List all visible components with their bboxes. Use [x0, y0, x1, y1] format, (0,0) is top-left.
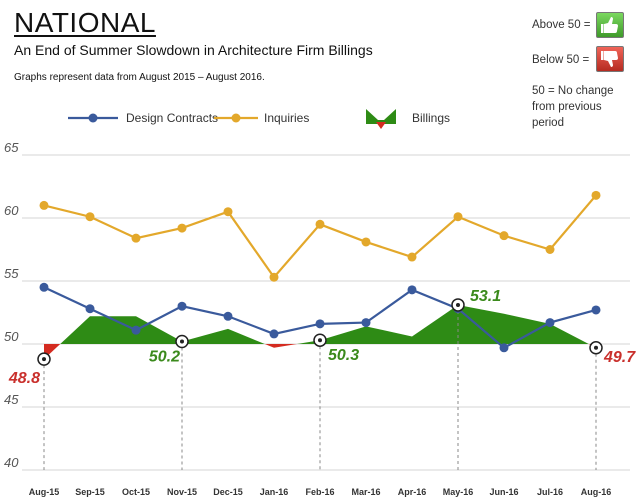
- x-tick-label: Aug-16: [581, 487, 612, 497]
- series-legend: Design Contracts Inquiries Billings: [68, 109, 450, 129]
- inquiries-point: [177, 223, 187, 233]
- legend-inquiries-label: Inquiries: [264, 111, 309, 125]
- design-contracts-point: [177, 301, 187, 311]
- design-contracts-point: [223, 311, 233, 321]
- grid-lines: [22, 154, 630, 471]
- inquiries-point: [407, 252, 417, 262]
- data-range-note: Graphs represent data from August 2015 –…: [14, 72, 265, 83]
- x-tick-label: Apr-16: [398, 487, 427, 497]
- inquiries-point: [223, 207, 233, 217]
- y-tick-label: 55: [4, 266, 19, 281]
- x-tick-label: Oct-15: [122, 487, 150, 497]
- inquiries-line: [43, 194, 597, 280]
- y-tick-label: 50: [4, 329, 19, 344]
- legend-billings-area-above: [366, 109, 396, 124]
- thumbs-up-icon: [596, 12, 624, 38]
- x-tick-label: Dec-15: [213, 487, 243, 497]
- inquiries-point: [85, 212, 95, 222]
- legend-billings-label: Billings: [412, 111, 450, 125]
- billings-marker-dot: [42, 357, 46, 362]
- annotations: 48.8 50.2 50.3 53.1 49.7: [8, 288, 636, 387]
- design-contracts-point: [269, 329, 279, 339]
- legend-inquiries-marker: [231, 113, 241, 123]
- design-contracts-point: [545, 318, 555, 328]
- y-tick-label: 45: [4, 392, 19, 407]
- inquiries-point: [315, 219, 325, 229]
- x-tick-label: Jan-16: [260, 487, 289, 497]
- legend-design-contracts-marker: [88, 113, 98, 123]
- inquiries-point: [545, 245, 555, 254]
- page-subtitle: An End of Summer Slowdown in Architectur…: [14, 42, 373, 58]
- y-tick-label: 65: [4, 140, 19, 155]
- thumbs-down-icon: [596, 46, 624, 72]
- design-contracts-point: [39, 282, 49, 292]
- billings-area-above: [60, 316, 265, 344]
- design-contracts-point: [499, 343, 509, 353]
- design-contracts-point: [85, 304, 95, 314]
- no-change-key: 50 = No change from previous period: [532, 85, 614, 129]
- inquiries-point: [361, 237, 371, 247]
- billings-area-above: [297, 304, 589, 344]
- legend-billings-area-below: [376, 122, 386, 129]
- inquiries-point: [39, 200, 49, 210]
- billings-marker-dot: [594, 345, 598, 350]
- above-50-key: Above 50 =: [532, 19, 591, 31]
- below-50-key: Below 50 =: [532, 54, 590, 66]
- billings-marker-dot: [318, 338, 322, 343]
- design-contracts-point: [591, 305, 601, 315]
- x-tick-label: Jun-16: [489, 487, 518, 497]
- billings-value-label: 50.2: [149, 348, 180, 365]
- legend-design-contracts-label: Design Contracts: [126, 111, 218, 125]
- x-tick-label: Sep-15: [75, 487, 105, 497]
- inquiries-point: [453, 212, 463, 222]
- design-contracts-point: [361, 318, 371, 328]
- x-tick-label: Jul-16: [537, 487, 563, 497]
- billings-value-label: 48.8: [8, 370, 40, 387]
- billings-marker-dot: [180, 339, 184, 344]
- x-tick-label: May-16: [443, 487, 474, 497]
- page-title: NATIONAL: [14, 7, 156, 38]
- annotation-drop-lines: [43, 304, 597, 470]
- billings-area: [44, 304, 596, 360]
- design-contracts-point: [131, 325, 141, 335]
- design-contracts-point: [315, 319, 325, 329]
- billings-value-label: 49.7: [603, 349, 636, 366]
- x-tick-label: Nov-15: [167, 487, 197, 497]
- inquiries-point: [591, 190, 601, 200]
- inquiries-point: [269, 272, 279, 282]
- billings-value-label: 53.1: [470, 288, 501, 305]
- x-axis-ticks: Aug-15 Sep-15 Oct-15 Nov-15 Dec-15 Jan-16 Feb-…: [29, 487, 612, 497]
- y-tick-label: 40: [4, 455, 19, 470]
- billings-area-below: [264, 344, 297, 348]
- series-points: [39, 190, 601, 353]
- y-tick-label: 60: [4, 203, 19, 218]
- inquiries-point: [131, 233, 141, 243]
- x-tick-label: Aug-15: [29, 487, 60, 497]
- billings-value-label: 50.3: [328, 347, 359, 364]
- design-contracts-point: [407, 285, 417, 295]
- x-tick-label: Mar-16: [351, 487, 380, 497]
- y-axis-ticks: 40 45 50 55 60 65: [4, 140, 19, 470]
- inquiries-point: [499, 231, 509, 241]
- x-tick-label: Feb-16: [305, 487, 334, 497]
- billings-marker-dot: [456, 302, 460, 307]
